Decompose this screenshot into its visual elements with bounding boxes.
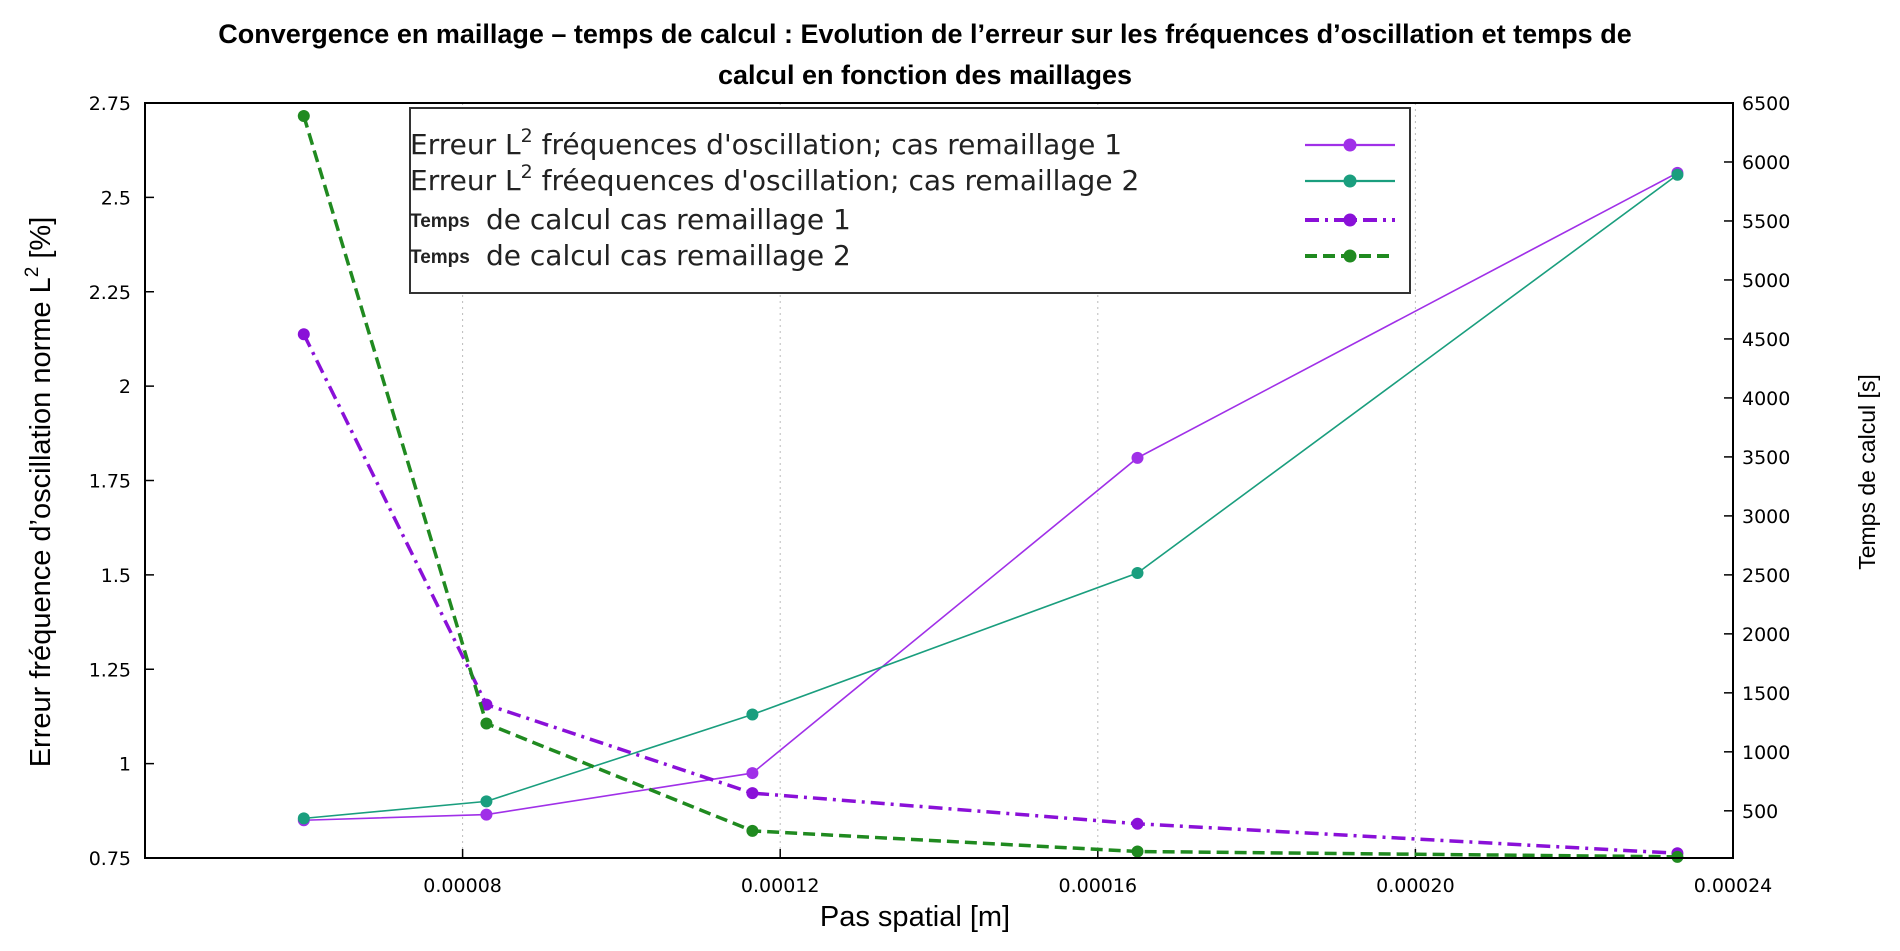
y-left-tick-label: 0.75 bbox=[89, 848, 131, 870]
x-tick-label: 0.00012 bbox=[741, 875, 820, 897]
series-1-point bbox=[1131, 451, 1144, 464]
series-4-point bbox=[480, 717, 493, 730]
y-right-tick-label: 1000 bbox=[1742, 742, 1790, 764]
legend-label-sup: 2 bbox=[521, 161, 533, 183]
y-left-tick-label: 1.75 bbox=[89, 471, 131, 493]
y-left-tick-label: 2.5 bbox=[101, 187, 131, 209]
y-right-tick-label: 4500 bbox=[1742, 329, 1790, 351]
series-4-point bbox=[1671, 850, 1684, 863]
legend-marker-4 bbox=[1343, 249, 1357, 263]
legend-label-4-temps: Temps bbox=[410, 247, 470, 268]
plot-lines bbox=[297, 109, 1684, 863]
y-axis-label-left-text: Erreur fréquence d’oscillation norme L bbox=[25, 277, 57, 767]
series-2-point bbox=[480, 795, 493, 808]
x-tick-label: 0.00020 bbox=[1376, 875, 1455, 897]
series-2-point bbox=[746, 708, 759, 721]
series-4-point bbox=[297, 109, 310, 122]
series-4-point bbox=[1131, 845, 1144, 858]
series-2-point bbox=[1671, 168, 1684, 181]
y-right-tick-label: 2500 bbox=[1742, 565, 1790, 587]
x-axis-label: Pas spatial [m] bbox=[820, 901, 1010, 933]
legend-label-rest: fréequences d'oscillation; cas remaillag… bbox=[533, 164, 1140, 197]
legend-marker-1 bbox=[1343, 138, 1357, 152]
series-2-point bbox=[297, 812, 310, 825]
legend-label-1: Erreur L2 fréquences d'oscillation; cas … bbox=[410, 125, 1122, 161]
y-axis-label-right: Temps de calcul [s] bbox=[1854, 374, 1880, 570]
y-right-tick-label: 3500 bbox=[1742, 447, 1790, 469]
ticks: 0.00008 0.00012 0.00016 0.00020 0.00024 0.75 1… bbox=[89, 93, 1791, 897]
y-axis-label-left-sup: 2 bbox=[22, 267, 43, 278]
y-right-tick-label: 6500 bbox=[1742, 93, 1790, 115]
y-left-tick-label: 1.5 bbox=[101, 565, 131, 587]
series-3-point bbox=[297, 328, 310, 341]
legend-label-text: Erreur L bbox=[410, 164, 521, 197]
series-4-point bbox=[746, 824, 759, 837]
y-axis-label-left: Erreur fréquence d’oscillation norme L2 … bbox=[22, 217, 57, 768]
legend-label-text: Erreur L bbox=[410, 128, 521, 161]
y-right-tick-label: 5500 bbox=[1742, 211, 1790, 233]
y-left-tick-label: 2.75 bbox=[89, 93, 131, 115]
legend-marker-3 bbox=[1343, 213, 1357, 227]
series-3-point bbox=[746, 787, 759, 800]
legend-box bbox=[409, 107, 1411, 294]
chart-title-line1: Convergence en maillage – temps de calcu… bbox=[218, 19, 1631, 49]
legend-label-3-temps: Temps bbox=[410, 211, 470, 232]
legend: Erreur L2 fréquences d'oscillation; cas … bbox=[409, 107, 1411, 294]
plot-frame bbox=[144, 102, 1734, 859]
series-3-point bbox=[1131, 817, 1144, 830]
chart-title-line2: calcul en fonction des maillages bbox=[718, 60, 1132, 90]
legend-label-4-rest: de calcul cas remaillage 2 bbox=[486, 239, 851, 272]
legend-marker-2 bbox=[1343, 174, 1357, 188]
x-tick-label: 0.00016 bbox=[1059, 875, 1138, 897]
x-tick-label: 0.00008 bbox=[423, 875, 502, 897]
y-right-tick-label: 4000 bbox=[1742, 388, 1790, 410]
series-1-point bbox=[746, 767, 759, 780]
y-right-tick-label: 6000 bbox=[1742, 152, 1790, 174]
legend-label-3-rest: de calcul cas remaillage 1 bbox=[486, 203, 851, 236]
y-right-tick-label: 1500 bbox=[1742, 683, 1790, 705]
legend-label-rest: fréquences d'oscillation; cas remaillage… bbox=[533, 128, 1122, 161]
x-tick-label: 0.00024 bbox=[1694, 875, 1773, 897]
y-right-tick-label: 2000 bbox=[1742, 624, 1790, 646]
y-right-tick-label: 3000 bbox=[1742, 506, 1790, 528]
y-axis-label-left-suffix: [%] bbox=[25, 217, 57, 267]
y-right-tick-label: 5000 bbox=[1742, 270, 1790, 292]
y-left-tick-label: 1.25 bbox=[89, 659, 131, 681]
series-2-point bbox=[1131, 566, 1144, 579]
y-right-tick-label: 500 bbox=[1742, 801, 1778, 823]
y-left-tick-label: 1 bbox=[119, 754, 131, 776]
series-line-3 bbox=[302, 333, 1678, 856]
y-left-tick-label: 2.25 bbox=[89, 282, 131, 304]
y-left-tick-label: 2 bbox=[119, 376, 131, 398]
legend-label-sup: 2 bbox=[521, 125, 533, 147]
series-1-point bbox=[480, 808, 493, 821]
legend-label-2: Erreur L2 fréequences d'oscillation; cas… bbox=[410, 161, 1139, 197]
